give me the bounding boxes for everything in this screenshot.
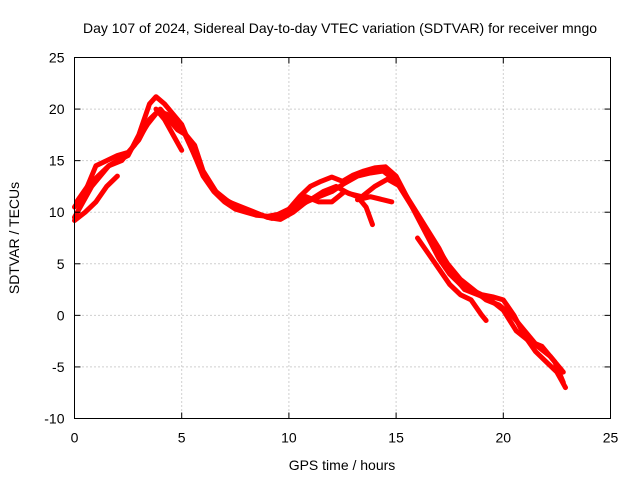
x-tick-label: 25: [603, 430, 619, 446]
x-tick-label: 20: [496, 430, 512, 446]
x-tick-label: 15: [388, 430, 404, 446]
y-tick-label: 20: [49, 101, 65, 117]
series-line-2: [72, 106, 566, 375]
y-tick-label: -10: [44, 411, 64, 427]
y-tick-label: 25: [49, 50, 65, 66]
x-axis-label: GPS time / hours: [289, 457, 396, 473]
y-axis-label: SDTVAR / TECUs: [6, 182, 22, 294]
chart-title: Day 107 of 2024, Sidereal Day-to-day VTE…: [83, 20, 597, 36]
x-tick-label: 5: [178, 430, 186, 446]
x-tick-labels: 0 5 10 15 20 25: [71, 430, 619, 446]
axis-ticks: [74, 57, 611, 419]
y-tick-label: 5: [57, 256, 65, 272]
grid-lines: [74, 57, 611, 419]
series-line-1: [72, 94, 568, 391]
y-tick-label: 0: [57, 307, 65, 323]
plot-frame: [74, 57, 611, 419]
x-tick-label: 0: [71, 430, 79, 446]
y-tick-label: 10: [49, 204, 65, 220]
y-tick-label: 15: [49, 153, 65, 169]
series-group: [72, 94, 568, 391]
series-line-7: [355, 194, 395, 205]
series-line-4: [72, 173, 120, 223]
series-line-5: [153, 106, 185, 153]
series-line-3: [74, 108, 566, 385]
y-tick-labels: -10 -5 0 5 10 15 20 25: [44, 50, 64, 427]
y-tick-label: -5: [52, 359, 65, 375]
series-line-8: [415, 235, 489, 323]
x-tick-label: 10: [281, 430, 297, 446]
series-line-6: [290, 189, 375, 228]
